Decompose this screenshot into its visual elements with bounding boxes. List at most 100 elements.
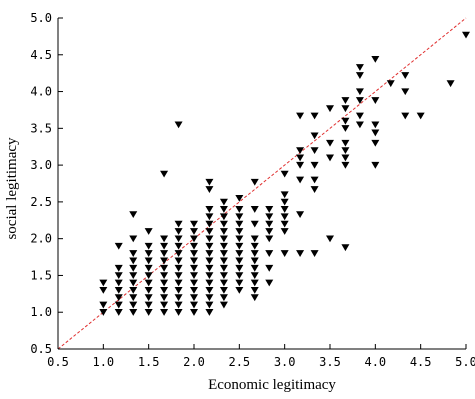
data-point <box>190 286 198 294</box>
data-point <box>144 264 153 272</box>
data-point <box>205 309 214 316</box>
data-point <box>250 279 259 287</box>
data-point <box>280 228 289 235</box>
data-point <box>174 250 183 257</box>
data-point <box>174 301 183 309</box>
data-point <box>219 250 228 257</box>
data-point <box>250 257 259 265</box>
data-point <box>174 121 183 129</box>
data-point <box>235 206 244 213</box>
data-point <box>160 264 169 272</box>
data-point <box>190 250 198 257</box>
data-point <box>235 235 244 243</box>
data-point <box>310 132 319 140</box>
data-point <box>296 176 305 184</box>
data-point <box>310 147 319 154</box>
data-point <box>190 235 198 243</box>
data-point <box>190 301 198 309</box>
data-point <box>341 125 350 132</box>
data-point <box>341 97 350 104</box>
x-tick-label: 0.5 <box>47 355 69 369</box>
data-point <box>250 294 259 302</box>
data-point <box>219 220 228 228</box>
data-point <box>160 170 169 178</box>
data-point <box>280 250 289 257</box>
data-point <box>174 257 183 265</box>
y-tick-label: 2.5 <box>30 195 52 209</box>
data-point <box>265 213 274 221</box>
data-point <box>310 176 319 184</box>
data-point <box>129 264 138 272</box>
data-point <box>219 279 228 287</box>
data-point <box>219 301 228 309</box>
data-point <box>99 286 108 294</box>
data-point <box>416 112 425 120</box>
data-point <box>341 117 350 125</box>
data-point <box>205 178 214 186</box>
data-point <box>355 72 364 79</box>
data-point <box>235 242 244 250</box>
data-point <box>326 105 334 113</box>
data-point <box>205 279 214 287</box>
data-point <box>174 272 183 280</box>
data-point <box>174 286 183 294</box>
data-point <box>129 235 138 243</box>
data-point <box>205 294 214 302</box>
data-point <box>401 112 410 120</box>
axes-layer <box>57 17 467 350</box>
y-axis-title: social legitimacy <box>4 137 20 240</box>
data-point <box>219 198 228 206</box>
data-point <box>129 272 138 280</box>
data-point <box>190 309 198 316</box>
data-point <box>219 272 228 280</box>
data-point <box>114 279 123 287</box>
data-point <box>355 112 364 120</box>
y-tick-label: 5.0 <box>30 11 52 25</box>
data-point <box>144 228 153 235</box>
data-point <box>219 213 228 221</box>
data-point <box>129 250 138 257</box>
data-point <box>250 242 259 250</box>
data-point <box>219 294 228 302</box>
data-point <box>462 31 470 39</box>
data-point <box>160 309 169 316</box>
data-point <box>296 250 305 257</box>
data-point <box>280 191 289 199</box>
data-point <box>250 178 259 186</box>
x-tick-label: 2.0 <box>183 355 205 369</box>
data-point <box>235 264 244 272</box>
data-point <box>341 139 350 147</box>
data-point <box>265 235 274 243</box>
data-point <box>160 235 169 243</box>
data-point <box>190 257 198 265</box>
data-point <box>341 161 350 169</box>
data-point <box>190 228 198 235</box>
data-point <box>174 279 183 287</box>
data-point <box>174 242 183 250</box>
x-tick-label: 3.5 <box>319 355 341 369</box>
y-tick-label: 3.5 <box>30 121 52 135</box>
data-point <box>144 279 153 287</box>
data-point <box>190 242 198 250</box>
data-point <box>219 257 228 265</box>
data-point <box>250 272 259 280</box>
data-point <box>114 264 123 272</box>
data-point <box>205 206 214 213</box>
data-point <box>190 264 198 272</box>
data-point <box>326 235 334 243</box>
x-tick-label: 1.0 <box>92 355 114 369</box>
y-tick-labels: 0.5 1.0 1.5 2.0 2.5 3.0 3.5 4.0 4.5 5.0 <box>30 11 52 356</box>
data-point <box>144 301 153 309</box>
data-point <box>235 286 244 294</box>
data-point <box>250 206 259 213</box>
data-point <box>99 279 108 287</box>
x-tick-labels: 0.5 1.0 1.5 2.0 2.5 3.0 3.5 4.0 4.5 5.0 <box>47 355 475 369</box>
data-point <box>355 121 364 129</box>
data-point <box>160 279 169 287</box>
data-point <box>250 286 259 294</box>
data-point <box>160 272 169 280</box>
reference-line-layer <box>57 17 467 350</box>
data-point <box>341 154 350 162</box>
data-point <box>310 186 319 193</box>
data-point <box>401 88 410 96</box>
